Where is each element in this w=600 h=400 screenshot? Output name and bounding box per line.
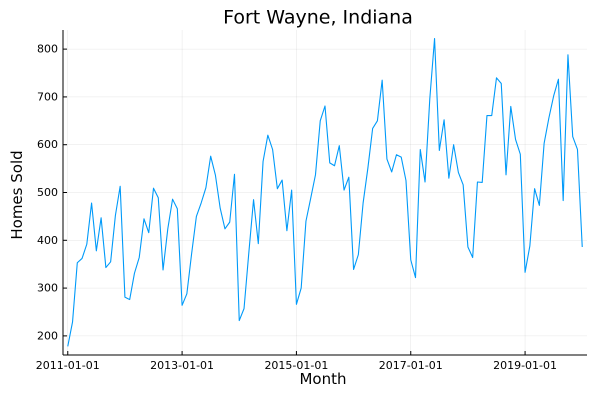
y-tick-label: 600 (37, 138, 58, 151)
x-tick-label: 2013-01-01 (150, 359, 214, 372)
y-tick-label: 400 (37, 234, 58, 247)
series-line (67, 38, 583, 347)
series-layer (67, 38, 583, 347)
y-tick-label: 700 (37, 90, 58, 103)
x-tick-label: 2011-01-01 (36, 359, 100, 372)
y-tick-label: 300 (37, 282, 58, 295)
x-tick-label: 2019-01-01 (493, 359, 557, 372)
x-ticks: 2011-01-01 2013-01-01 2015-01-01 2017-01-01… (36, 351, 557, 372)
x-tick-label: 2017-01-01 (379, 359, 443, 372)
grid (63, 30, 587, 355)
x-tick-label: 2015-01-01 (264, 359, 328, 372)
y-tick-label: 800 (37, 43, 58, 56)
x-axis-title: Month (299, 370, 346, 388)
y-tick-label: 200 (37, 329, 58, 342)
chart-title: Fort Wayne, Indiana (223, 7, 413, 29)
y-tick-label: 500 (37, 186, 58, 199)
y-ticks: 200 300 400 500 600 700 800 (37, 43, 67, 342)
y-axis-title: Homes Sold (8, 150, 26, 239)
